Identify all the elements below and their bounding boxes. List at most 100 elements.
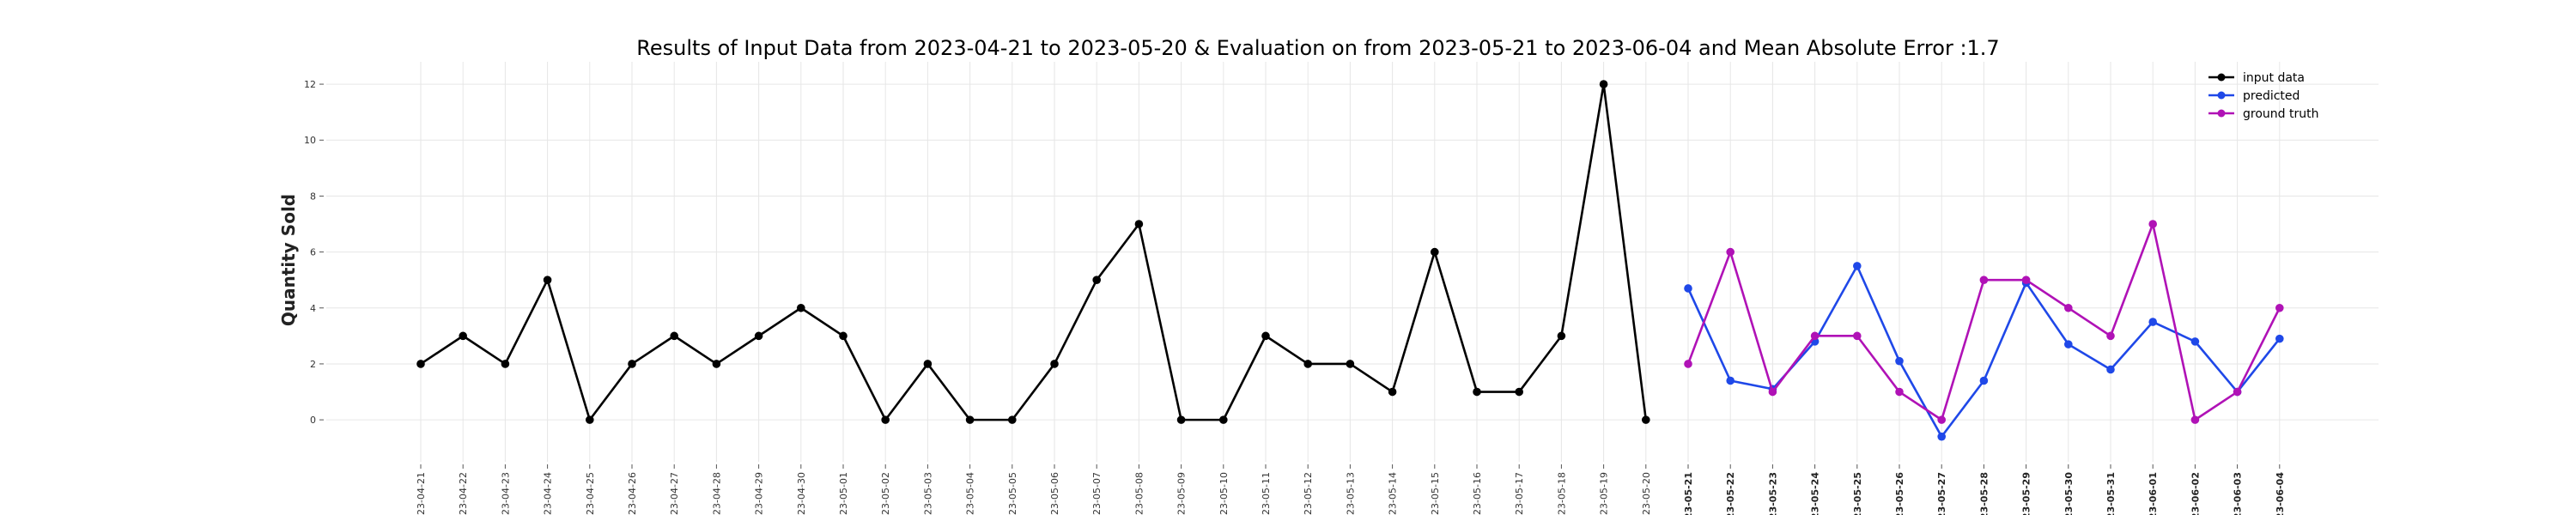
data-point-input-data [670,331,678,341]
x-tick-label: 23-06-03 [2233,472,2244,515]
x-tick-label: 23-04-29 [754,472,765,515]
x-tick-label: 23-04-25 [585,472,596,515]
data-point-ground-truth [2106,331,2115,341]
x-tick-label: 23-05-10 [1218,472,1230,515]
data-point-input-data [628,360,636,368]
data-point-input-data [1303,360,1312,368]
x-tick-label: 23-04-21 [416,472,427,515]
x-tick-label: 23-05-14 [1388,472,1399,515]
x-tick-label: 23-06-02 [2190,472,2201,515]
data-point-ground-truth [1853,331,1862,341]
x-tick-label: 23-05-07 [1091,472,1103,515]
data-point-input-data [1431,247,1439,257]
data-point-input-data [1176,415,1186,424]
y-axis-label: Quantity Sold [278,194,299,326]
legend-marker-input-data [2217,73,2226,82]
x-axis-ticks: 23-04-21 23-04-22 23-04-23 23-04-24 23-04-25… [416,464,2286,515]
y-tick-label: 6 [310,247,316,258]
x-tick-label: 23-05-16 [1472,472,1483,515]
x-tick-label: 23-05-17 [1514,472,1525,515]
x-tick-label: 23-04-30 [796,472,807,515]
y-axis-ticks: 0 2 4 6 8 10 12 [304,79,324,426]
x-tick-label: 23-05-21 [1683,472,1694,515]
legend-label-predicted: predicted [2243,89,2300,103]
y-tick-label: 12 [304,79,316,90]
x-tick-label: 23-05-27 [1936,472,1947,515]
grid [326,62,2379,462]
data-point-ground-truth [2064,303,2073,312]
data-point-predicted [1895,356,1904,366]
x-tick-label: 23-05-11 [1261,472,1272,515]
legend-label-input-data: input data [2243,71,2305,85]
data-point-predicted [2190,337,2200,346]
y-tick-label: 4 [310,303,316,314]
x-tick-label: 23-05-31 [2105,472,2117,515]
data-point-ground-truth [1937,415,1946,424]
data-point-predicted [2064,340,2073,348]
data-point-input-data [586,415,594,424]
x-tick-label: 23-05-25 [1852,472,1863,515]
data-point-ground-truth [1768,387,1777,397]
legend-marker-ground-truth [2217,109,2226,118]
data-point-input-data [839,331,848,341]
x-tick-label: 23-05-15 [1430,472,1441,515]
data-point-input-data [923,360,933,368]
x-tick-label: 23-05-03 [922,472,933,515]
data-point-input-data [1557,331,1566,341]
x-tick-label: 23-06-04 [2275,472,2286,515]
data-point-input-data [501,360,510,368]
x-tick-label: 23-05-12 [1303,472,1314,515]
x-tick-label: 23-05-05 [1007,472,1018,515]
y-tick-label: 2 [310,359,316,370]
data-point-ground-truth [1684,360,1692,368]
x-tick-label: 23-04-28 [711,472,722,515]
data-point-input-data [416,360,425,368]
data-point-predicted [1937,432,1946,441]
y-tick-label: 8 [310,191,316,202]
data-point-ground-truth [2021,276,2031,284]
x-tick-label: 23-05-13 [1345,472,1356,515]
data-point-input-data [1008,415,1017,424]
series-line-input-data [420,82,1648,421]
x-tick-label: 23-04-22 [458,472,469,515]
x-tick-label: 23-04-23 [500,472,511,515]
legend: input data predicted ground truth [2208,71,2318,121]
data-point-ground-truth [1726,247,1735,257]
chart-title: Results of Input Data from 2023-04-21 to… [636,36,1999,60]
data-point-input-data [1599,80,1608,88]
x-tick-label: 23-05-02 [880,472,891,515]
x-tick-label: 23-05-20 [1641,472,1652,515]
x-tick-label: 23-05-09 [1176,472,1188,515]
data-point-predicted [1684,284,1692,293]
x-tick-label: 23-05-18 [1556,472,1567,515]
data-point-input-data [1092,276,1101,284]
data-point-input-data [1642,415,1650,424]
x-tick-label: 23-05-01 [838,472,849,515]
data-point-input-data [1388,387,1397,397]
data-point-predicted [1853,262,1862,270]
data-point-ground-truth [1979,276,1989,284]
x-tick-label: 23-05-06 [1049,472,1060,515]
data-point-input-data [1261,331,1270,341]
data-point-input-data [543,276,552,284]
data-point-input-data [881,415,890,424]
data-point-input-data [1050,360,1059,368]
y-tick-label: 0 [310,415,316,426]
x-tick-label: 23-04-26 [627,472,638,515]
data-point-predicted [2275,334,2284,343]
y-tick-label: 10 [304,135,316,146]
data-point-input-data [1473,387,1481,397]
data-point-input-data [459,331,467,341]
data-point-input-data [1134,220,1144,228]
x-tick-label: 23-05-23 [1767,472,1778,515]
data-point-predicted [2106,365,2115,374]
x-tick-label: 23-05-08 [1133,472,1145,515]
data-point-input-data [1346,360,1355,368]
x-tick-label: 23-05-26 [1894,472,1905,515]
x-tick-label: 23-06-01 [2148,472,2159,515]
x-tick-label: 23-05-30 [2063,472,2075,515]
data-point-input-data [712,360,721,368]
data-point-input-data [965,415,975,424]
x-tick-label: 23-04-24 [543,472,554,515]
